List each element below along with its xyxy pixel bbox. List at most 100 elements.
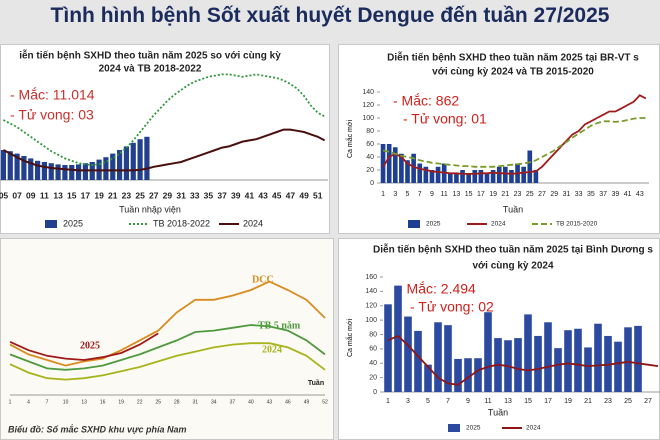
x-tick-label: 15 bbox=[67, 190, 77, 200]
x-tick-label: 21 bbox=[108, 190, 118, 200]
x-tick-label: 29 bbox=[163, 190, 173, 200]
x-tick-label: 39 bbox=[611, 191, 619, 198]
x-tick-label: 17 bbox=[477, 191, 485, 198]
bar bbox=[55, 164, 61, 180]
bar bbox=[624, 327, 632, 392]
x-axis-title: Tuần bbox=[503, 204, 523, 214]
bar bbox=[123, 146, 130, 180]
x-tick-label: 23 bbox=[604, 398, 612, 405]
x-tick-label: 3 bbox=[406, 398, 410, 405]
x-tick-label: 19 bbox=[118, 399, 124, 405]
x-tick-label: 1 bbox=[386, 398, 390, 405]
bar bbox=[116, 150, 123, 180]
x-tick-label: 39 bbox=[231, 190, 241, 200]
bar bbox=[478, 170, 484, 183]
panel: Diễn tiến bệnh SXHD theo tuần năm 2025 t… bbox=[338, 44, 660, 234]
x-tick-label: 51 bbox=[313, 190, 323, 200]
x-tick-label: 5 bbox=[426, 398, 430, 405]
annotation: - Mắc: 862 bbox=[393, 93, 459, 109]
x-tick-label: 13 bbox=[453, 191, 461, 198]
x-tick-label: 19 bbox=[564, 398, 572, 405]
bar bbox=[484, 173, 490, 183]
bar bbox=[28, 158, 34, 180]
x-tick-label: 17 bbox=[544, 398, 552, 405]
y-tick-label: 140 bbox=[365, 288, 377, 295]
bar bbox=[554, 348, 562, 392]
bar bbox=[386, 144, 392, 183]
x-tick-label: 43 bbox=[636, 191, 644, 198]
x-tick-label: 1 bbox=[9, 399, 12, 405]
bar bbox=[424, 364, 432, 392]
bar bbox=[503, 166, 508, 183]
x-tick-label: 13 bbox=[504, 398, 512, 405]
y-tick-label: 120 bbox=[365, 303, 377, 310]
page-title: Tình hình bệnh Sốt xuất huyết Dengue đến… bbox=[50, 4, 610, 27]
bar bbox=[62, 165, 68, 180]
y-tick-label: 0 bbox=[370, 180, 374, 187]
line-series bbox=[2, 128, 326, 172]
x-tick-label: 7 bbox=[46, 399, 49, 405]
bar bbox=[0, 150, 7, 180]
chart-title: iễn tiến bệnh SXHD theo tuần năm 2025 so… bbox=[19, 49, 281, 62]
x-tick-label: 27 bbox=[149, 190, 159, 200]
y-tick-label: 160 bbox=[365, 274, 377, 281]
x-tick-label: 49 bbox=[299, 190, 309, 200]
x-tick-label: 5 bbox=[406, 191, 410, 198]
bar bbox=[464, 358, 472, 392]
x-tick-label: 34 bbox=[211, 399, 217, 405]
x-tick-label: 7 bbox=[446, 398, 450, 405]
bar bbox=[466, 173, 471, 183]
y-tick-label: 140 bbox=[362, 89, 374, 96]
x-tick-label: 9 bbox=[430, 191, 434, 198]
bar bbox=[394, 285, 402, 392]
x-tick-label: 28 bbox=[174, 399, 180, 405]
bar bbox=[399, 153, 404, 183]
x-tick-label: 09 bbox=[26, 190, 36, 200]
line-series bbox=[9, 332, 159, 361]
x-tick-label: 25 bbox=[624, 398, 632, 405]
bar bbox=[614, 341, 622, 392]
y-tick-label: 100 bbox=[362, 115, 374, 122]
x-tick-label: 11 bbox=[441, 191, 448, 198]
x-tick-label: 37 bbox=[230, 399, 236, 405]
annotation: - Tử vong: 01 bbox=[403, 111, 487, 127]
line-series bbox=[9, 342, 326, 381]
chart-title: Diễn tiến bệnh SXHD theo tuần năm 2025 t… bbox=[387, 51, 639, 64]
bar bbox=[429, 170, 435, 183]
panel-border bbox=[0, 238, 334, 440]
bar bbox=[434, 322, 442, 392]
x-tick-label: 41 bbox=[245, 190, 255, 200]
x-tick-label: 22 bbox=[137, 399, 143, 405]
x-tick-label: 21 bbox=[584, 398, 592, 405]
chart-title: với cùng kỳ 2024 bbox=[472, 261, 553, 272]
x-tick-label: 27 bbox=[644, 398, 652, 405]
x-tick-label: 23 bbox=[514, 191, 522, 198]
bar bbox=[75, 164, 82, 180]
bar bbox=[392, 147, 398, 183]
bar bbox=[414, 330, 422, 392]
bar bbox=[474, 358, 482, 392]
chart-title: Diễn tiến bệnh SXHD theo tuần năm 2025 t… bbox=[373, 243, 653, 256]
legend-label: 2025 bbox=[63, 218, 83, 228]
legend-swatch bbox=[45, 220, 57, 228]
bar bbox=[130, 142, 136, 180]
series-label: TB 5 năm bbox=[258, 320, 301, 331]
panel: Biểu đồ: Số mắc SXHD khu vực phía Nam Tuầ… bbox=[0, 238, 334, 440]
legend-swatch bbox=[408, 220, 420, 228]
legend-swatch bbox=[448, 424, 460, 432]
bar bbox=[423, 166, 429, 183]
line-series bbox=[2, 73, 326, 166]
x-tick-label: 15 bbox=[524, 398, 532, 405]
caption: Biểu đồ: Số mắc SXHD khu vực phía Nam bbox=[8, 423, 186, 434]
bar bbox=[435, 166, 441, 183]
x-tick-label: 4 bbox=[27, 399, 30, 405]
x-tick-label: 11 bbox=[40, 190, 49, 200]
series-label: DCC bbox=[252, 274, 274, 285]
x-tick-label: 43 bbox=[258, 190, 268, 200]
x-axis-title: Tuần bbox=[488, 407, 508, 417]
bar bbox=[594, 323, 602, 392]
x-tick-label: 37 bbox=[217, 190, 227, 200]
y-tick-label: 120 bbox=[362, 102, 374, 109]
x-tick-label: 23 bbox=[122, 190, 132, 200]
annotation: - Mắc: 11.014 bbox=[10, 87, 95, 103]
